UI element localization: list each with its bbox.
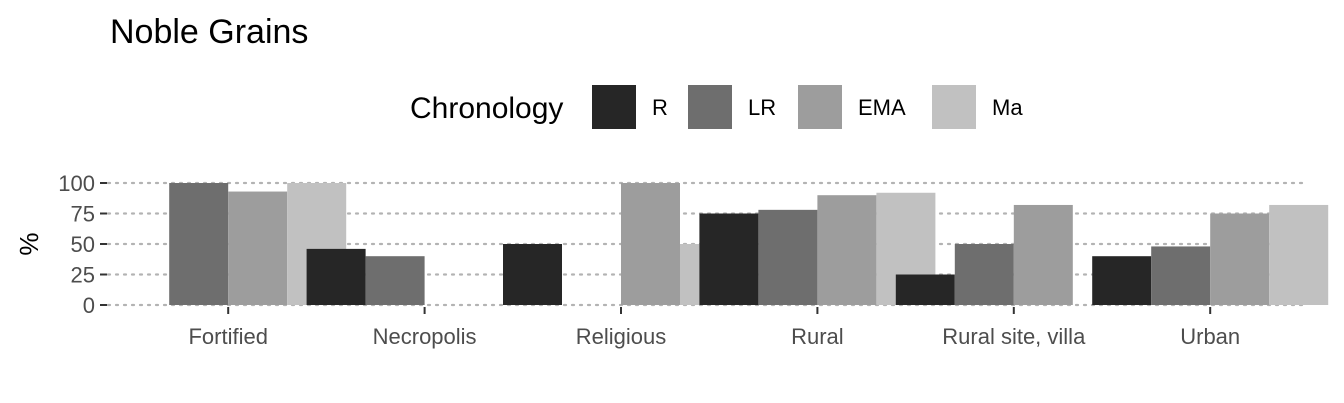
y-tick-label: 0 [83, 293, 95, 318]
bar-urban-ma [1269, 204, 1329, 305]
bar-rural-r [699, 213, 759, 305]
chart-title: Noble Grains [110, 13, 308, 51]
bar-urban-ema [1210, 213, 1270, 305]
bar-urban-r [1092, 256, 1152, 305]
legend-title: Chronology [410, 92, 563, 125]
bar-rural-site-villa-lr [954, 244, 1014, 305]
legend-label: EMA [858, 95, 906, 120]
y-tick-label: 100 [58, 171, 95, 196]
bar-religious-r [503, 244, 562, 305]
bar-religious-ema [621, 183, 680, 305]
y-tick-label: 25 [71, 263, 95, 288]
bar-necropolis-lr [365, 256, 425, 305]
y-tick-label: 50 [71, 232, 95, 257]
x-tick-label: Necropolis [373, 324, 477, 349]
x-axis: Fortified Necropolis Religious Rural Rural s… [188, 307, 1240, 349]
bar-fortified-ema [228, 191, 288, 305]
bar-urban-lr [1151, 246, 1211, 305]
legend-label: R [652, 95, 668, 120]
bars [169, 183, 1329, 305]
legend-key-ma [932, 85, 976, 129]
bar-fortified-lr [169, 183, 229, 305]
y-axis-title: % [14, 232, 44, 255]
bar-rural-site-villa-ema [1013, 204, 1073, 305]
x-tick-label: Religious [576, 324, 667, 349]
legend-key-lr [688, 85, 732, 129]
bar-rural-site-villa-r [895, 274, 955, 305]
x-tick-label: Rural [791, 324, 844, 349]
legend-label: Ma [992, 95, 1023, 120]
legend-key-ema [798, 85, 842, 129]
x-tick-label: Rural site, villa [942, 324, 1086, 349]
bar-rural-ema [817, 195, 877, 305]
y-axis: 0 25 50 75 100 [58, 171, 107, 318]
y-tick-label: 75 [71, 202, 95, 227]
x-tick-label: Urban [1180, 324, 1240, 349]
legend: Chronology R LR EMA Ma [410, 85, 1023, 129]
legend-key-r [592, 85, 636, 129]
x-tick-label: Fortified [188, 324, 267, 349]
legend-label: LR [748, 95, 776, 120]
bar-rural-lr [758, 209, 818, 305]
bar-necropolis-r [306, 248, 366, 305]
